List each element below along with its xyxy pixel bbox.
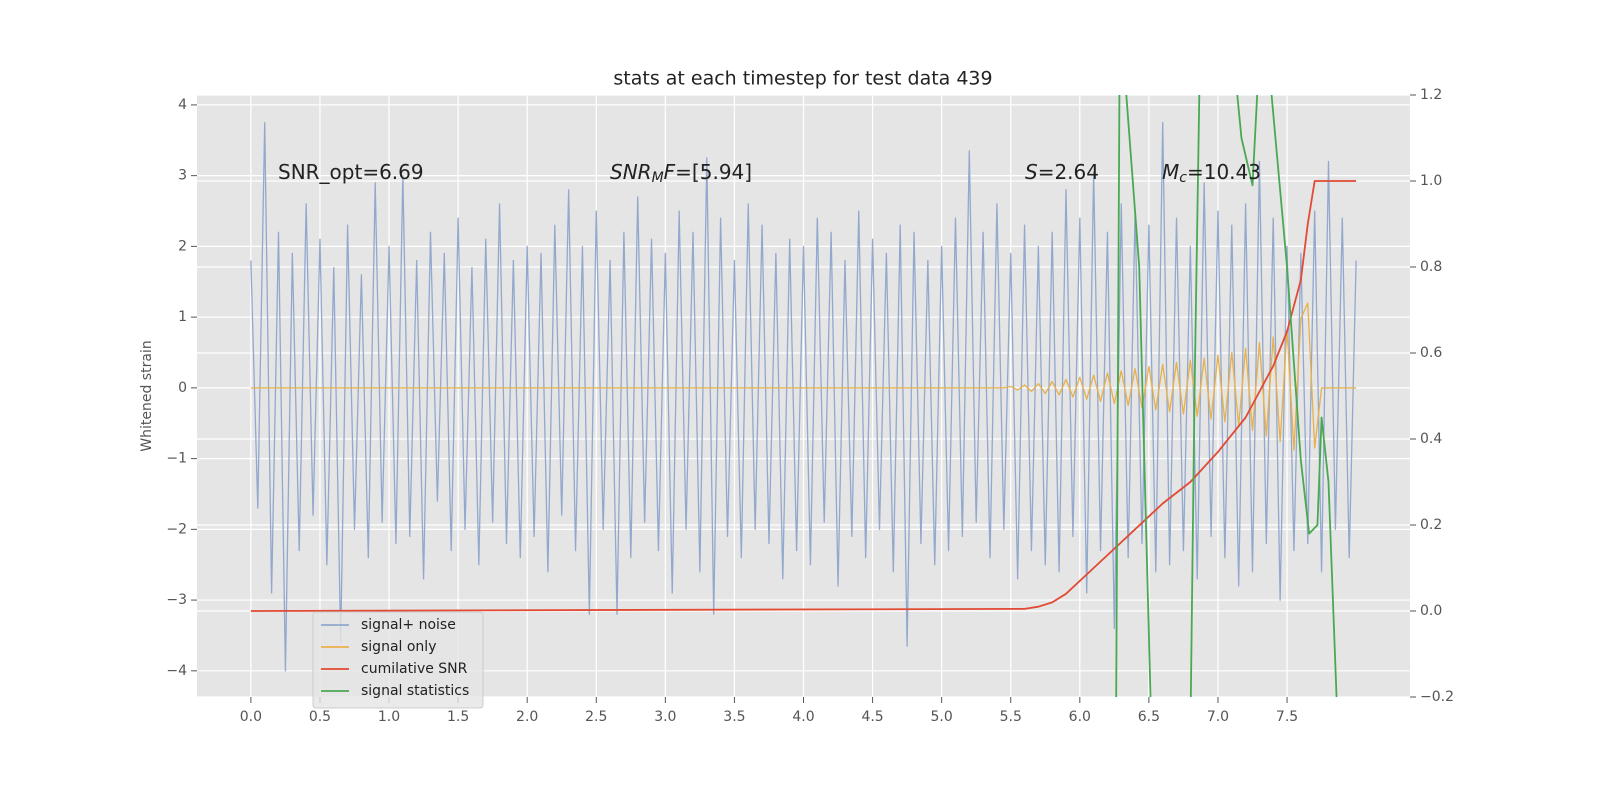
series-line [250,302,1357,451]
x-tick-label: 2.0 [516,709,538,725]
annotation: Mc=10.43 [1162,160,1261,187]
x-tick-label: 1.0 [378,709,400,725]
annotation-part: M [1162,160,1179,184]
y2-tick-label: 0.0 [1420,603,1442,619]
y2-tick-label: 0.4 [1420,431,1442,447]
y-tick-label: −2 [166,521,187,537]
x-tick-label: 0.0 [240,709,262,725]
grid [197,94,1410,698]
annotation-part: SNR_opt=6.69 [278,160,424,184]
y-tick-label: 1 [178,309,187,325]
x-tick-label: 5.0 [931,709,953,725]
x-tick-label: 1.5 [447,709,469,725]
y-tick-label: −4 [166,663,187,679]
x-tick-label: 4.0 [792,709,814,725]
y2-tick-label: 1.0 [1420,173,1442,189]
annotation-part: F [664,160,676,184]
x-tick-label: 5.5 [1000,709,1022,725]
annotation-part: SNR [610,160,652,184]
y-tick-label: 0 [178,380,187,396]
chart-title: stats at each timestep for test data 439 [613,68,992,90]
y-tick-label: −1 [166,451,187,467]
x-tick-label: 0.5 [309,709,331,725]
annotation-part: =10.43 [1187,160,1261,184]
y-tick-label: −3 [166,592,187,608]
x-tick-label: 6.0 [1069,709,1091,725]
legend-box [312,611,484,709]
x-tick-label: 4.5 [861,709,883,725]
x-tick-label: 3.0 [654,709,676,725]
annotation-part: c [1179,170,1187,186]
series-line [1115,95,1338,697]
legend-label: cumilative SNR [361,661,468,677]
x-tick-label: 2.5 [585,709,607,725]
y2-tick-label: 0.8 [1420,259,1442,275]
y-tick-label: 2 [178,238,187,254]
x-tick-label: 6.5 [1138,709,1160,725]
y-tick-label: 3 [178,168,187,184]
annotation: SNRMF=[5.94] [610,160,752,187]
y-axis-label: Whitened strain [139,340,155,451]
y2-tick-label: 0.2 [1420,517,1442,533]
annotation: S=2.64 [1025,160,1099,184]
legend-label: signal statistics [361,683,469,699]
annotation-part: M [652,170,664,186]
axes: 0.0 0.5 1.0 1.5 2.0 2.5 3.0 3.5 4.0 4.5 5.0 5.5 6.0 6… [166,87,1454,725]
annotation-part: S [1025,160,1038,184]
series-line [250,180,1357,612]
annotation-part: =2.64 [1038,160,1099,184]
annotation: SNR_opt=6.69 [278,160,424,184]
series-line [250,121,1357,672]
y2-tick-label: −0.2 [1420,689,1454,705]
legend-label: signal+ noise [361,617,456,633]
annotation-part: =[5.94] [675,160,752,184]
y2-tick-label: 1.2 [1420,87,1442,103]
x-tick-label: 7.5 [1276,709,1298,725]
lines [250,95,1357,697]
y2-tick-label: 0.6 [1420,345,1442,361]
y-tick-label: 4 [178,97,187,113]
x-tick-label: 3.5 [723,709,745,725]
x-tick-label: 7.0 [1207,709,1229,725]
legend-label: signal only [361,639,436,655]
